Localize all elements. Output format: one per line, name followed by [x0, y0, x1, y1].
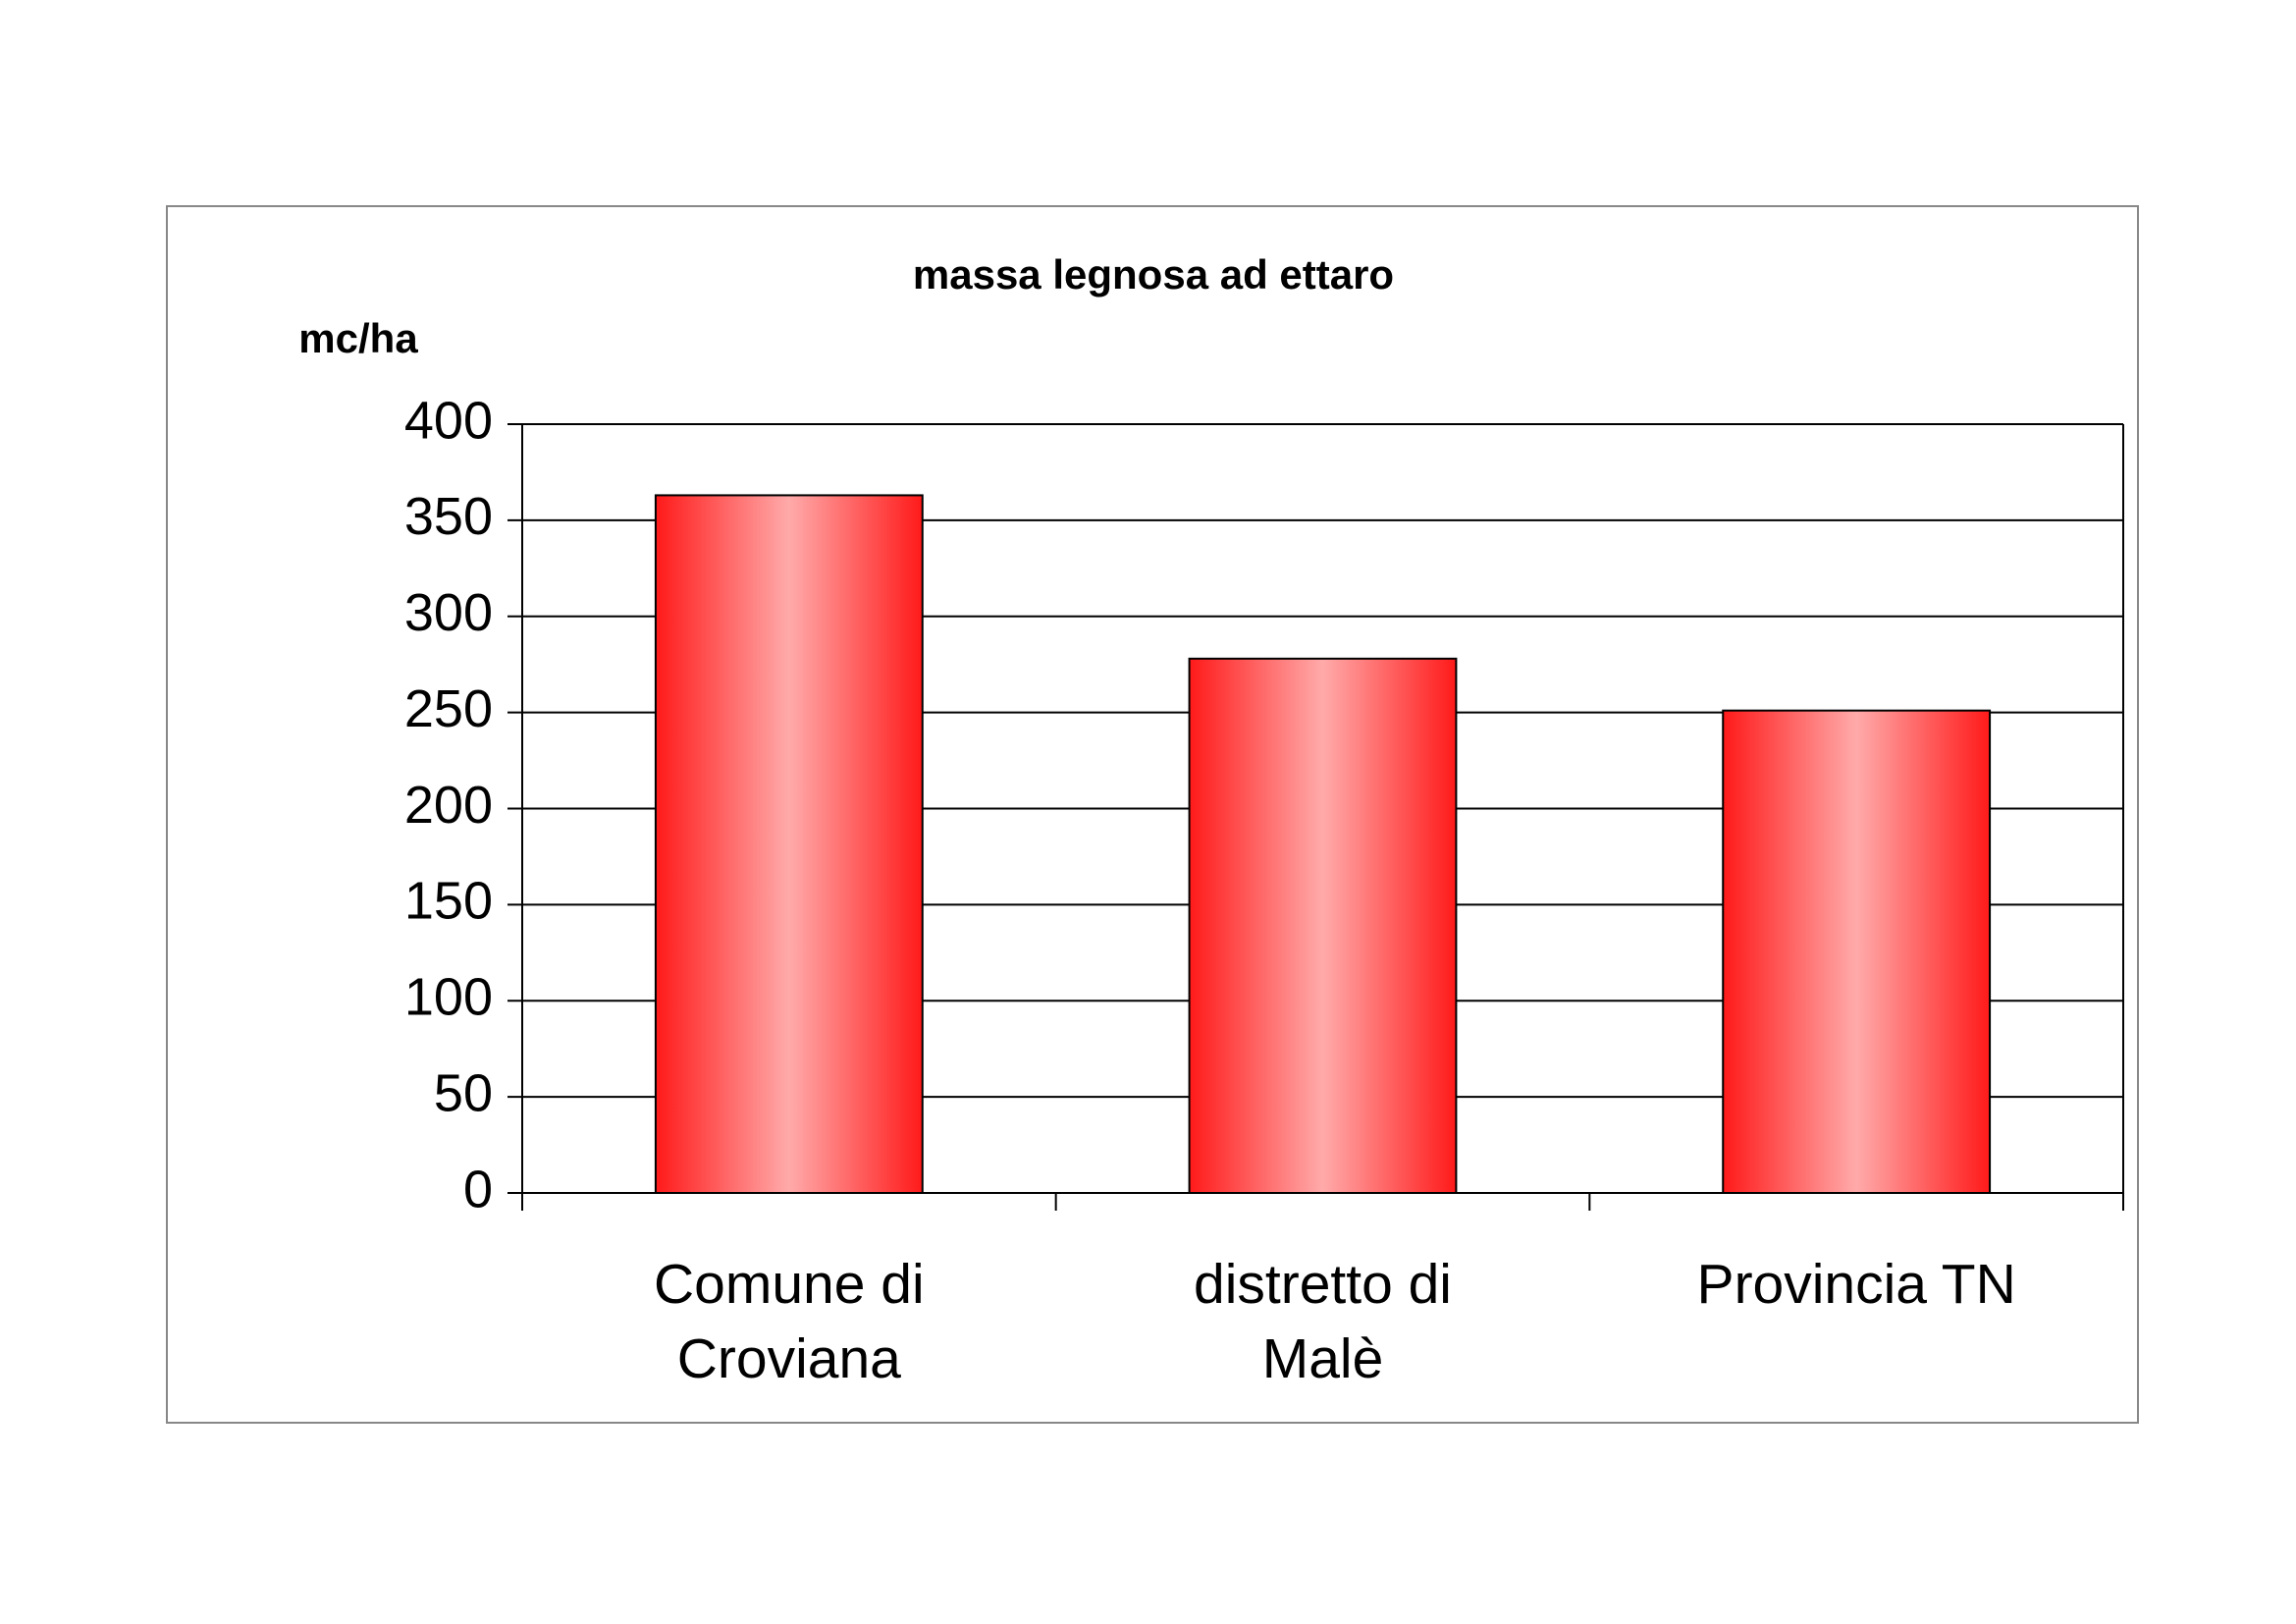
y-tick-label: 300: [404, 583, 493, 642]
y-tick-label: 50: [434, 1063, 493, 1122]
y-tick-label: 200: [404, 776, 493, 835]
y-axis-label: mc/ha: [298, 315, 418, 361]
bar: [1188, 657, 1458, 1194]
bar: [1722, 709, 1992, 1194]
x-tick-label: Comune di Croviana: [654, 1253, 925, 1390]
x-tick-label: Provincia TN: [1696, 1253, 2016, 1316]
y-tick-label: 400: [404, 391, 493, 450]
y-tick-label: 100: [404, 968, 493, 1027]
y-tick-label: 250: [404, 679, 493, 738]
y-tick-label: 350: [404, 487, 493, 546]
y-tick-label: 0: [463, 1160, 493, 1218]
chart-title: massa legnosa ad ettaro: [913, 251, 1394, 298]
x-tick-label: distretto di Malè: [1194, 1253, 1452, 1390]
y-tick-label: 150: [404, 872, 493, 931]
bar: [654, 494, 924, 1194]
